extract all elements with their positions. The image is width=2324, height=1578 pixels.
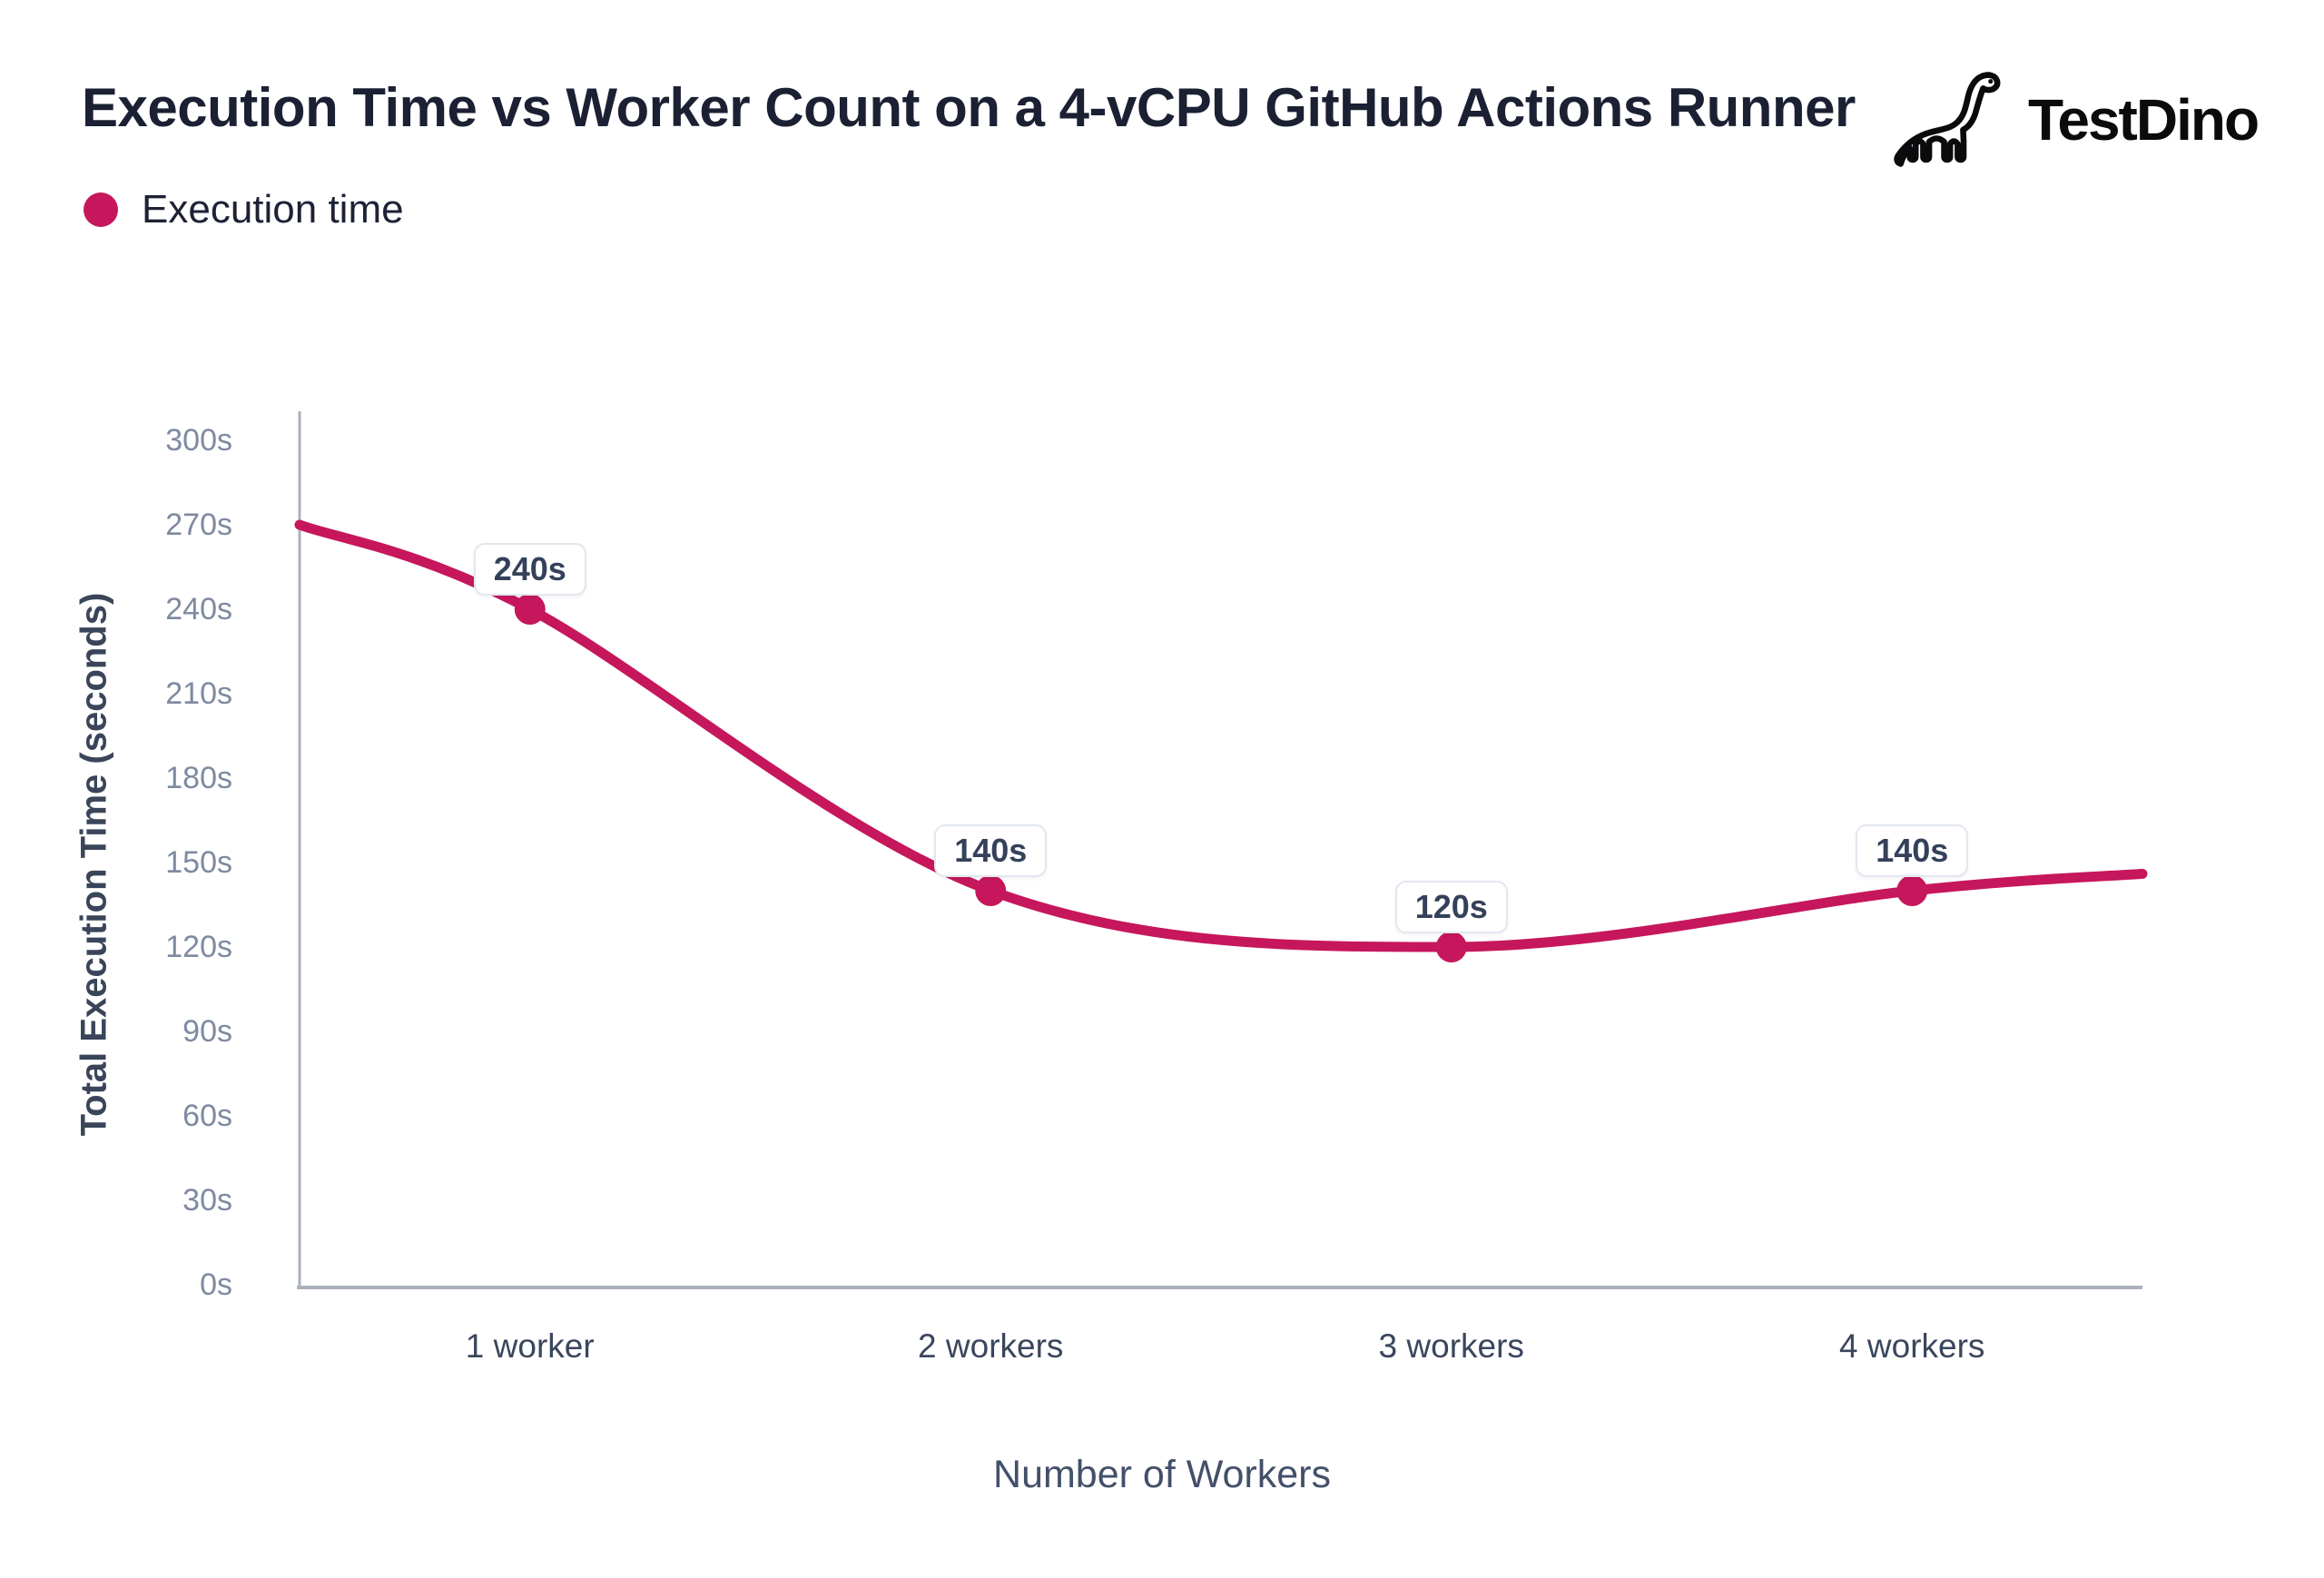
data-point[interactable] — [1896, 875, 1928, 906]
brand-name: TestDino — [2028, 87, 2260, 153]
legend-label: Execution time — [142, 187, 404, 232]
data-point[interactable] — [975, 875, 1007, 906]
legend[interactable]: Execution time — [84, 187, 404, 232]
series-line — [294, 519, 2148, 952]
page-title: Execution Time vs Worker Count on a 4-vC… — [82, 77, 1856, 138]
data-point[interactable] — [1435, 932, 1467, 962]
data-point[interactable] — [514, 594, 546, 625]
legend-dot — [84, 192, 118, 227]
brand-logo: TestDino — [1894, 64, 2260, 176]
dino-icon — [1894, 72, 2001, 167]
